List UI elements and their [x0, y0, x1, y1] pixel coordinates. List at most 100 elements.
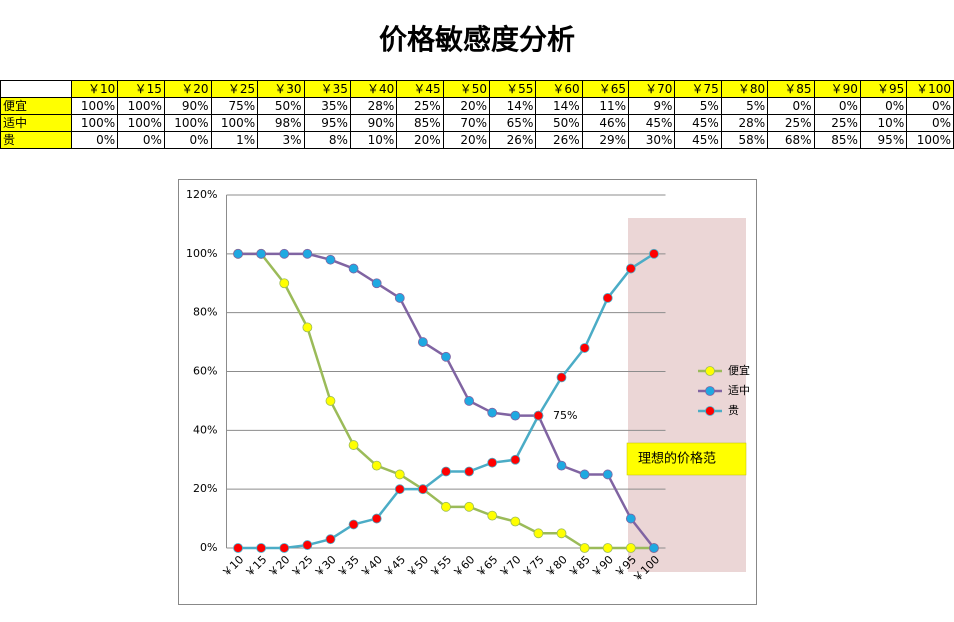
y-tick-label: 60% — [193, 365, 217, 378]
cell: 30% — [628, 131, 676, 149]
table-row: 贵 0% 0% 0% 1% 3% 8% 10% 20% 20% 26% 26% 29% 30% 45% 58%… — [0, 131, 954, 149]
cell: 70% — [442, 114, 490, 132]
data-point — [279, 248, 290, 259]
data-point — [348, 263, 359, 274]
cell: 68% — [767, 131, 815, 149]
annotation-box — [626, 442, 747, 476]
data-point — [256, 248, 267, 259]
data-point — [533, 410, 544, 421]
header-cell: ￥40 — [349, 80, 398, 98]
header-cell: ￥25 — [210, 80, 259, 98]
annotation: 75% — [553, 409, 577, 422]
data-point — [371, 278, 382, 289]
cell: 25% — [813, 114, 861, 132]
data-point — [579, 343, 590, 353]
cell: 50% — [257, 97, 305, 115]
cell: 85% — [813, 131, 861, 149]
data-point — [602, 543, 613, 553]
header-cell: ￥55 — [488, 80, 537, 98]
ideal-range-shade — [628, 218, 746, 572]
legend-marker — [705, 366, 715, 376]
header-cell: ￥65 — [581, 80, 630, 98]
data-point — [464, 466, 475, 477]
data-point — [417, 484, 428, 495]
header-cell: ￥80 — [720, 80, 769, 98]
cell: 28% — [720, 114, 769, 132]
data-point — [487, 457, 498, 468]
data-point — [649, 543, 659, 553]
header-cell: ￥60 — [535, 80, 583, 98]
cell: 26% — [535, 131, 583, 149]
data-point — [348, 519, 359, 530]
cell: 11% — [581, 97, 630, 115]
data-point — [302, 322, 313, 333]
cell: 29% — [581, 131, 630, 149]
data-point — [510, 454, 521, 465]
cell: 100% — [906, 131, 954, 149]
cell: 65% — [488, 114, 537, 132]
y-tick-label: 100% — [186, 247, 217, 260]
cell: 20% — [442, 131, 490, 149]
row-label: 便宜 — [0, 97, 72, 115]
data-point — [371, 460, 382, 471]
data-point — [394, 484, 405, 495]
data-point — [233, 248, 243, 259]
y-tick-label: 120% — [186, 188, 217, 201]
cell: 8% — [303, 131, 351, 149]
data-point — [649, 248, 659, 259]
data-point — [279, 543, 290, 553]
header-cell: ￥20 — [163, 80, 212, 98]
data-point — [556, 460, 567, 471]
data-table: ￥10 ￥15 ￥20 ￥25 ￥30 ￥35 ￥40 ￥45 ￥50 ￥55 ￥60 ￥65 ￥70 ￥… — [0, 80, 954, 149]
annotation: 理想的价格范 — [638, 451, 716, 467]
cell: 58% — [720, 131, 769, 149]
cell: 5% — [674, 97, 722, 115]
cell: 10% — [859, 114, 908, 132]
cell: 0% — [767, 97, 815, 115]
data-point — [625, 543, 636, 553]
data-point — [325, 396, 336, 406]
header-cell: ￥75 — [674, 80, 722, 98]
data-point — [510, 516, 521, 527]
cell: 50% — [535, 114, 583, 132]
cell: 25% — [396, 97, 444, 115]
data-point — [302, 540, 313, 550]
cell: 0% — [70, 131, 119, 149]
legend-label: 便宜 — [728, 363, 750, 377]
cell: 35% — [303, 97, 351, 115]
header-cell: ￥35 — [303, 80, 351, 98]
row-label: 贵 — [0, 131, 72, 149]
header-cell: ￥50 — [442, 80, 490, 98]
cell: 95% — [859, 131, 908, 149]
data-point — [487, 510, 498, 521]
row-label: 适中 — [0, 114, 72, 132]
y-tick-label: 0% — [200, 541, 217, 554]
data-point — [464, 396, 475, 406]
header-cell: ￥90 — [813, 80, 861, 98]
cell: 100% — [70, 97, 119, 115]
data-point — [417, 337, 428, 347]
cell: 3% — [257, 131, 305, 149]
data-point — [579, 469, 590, 480]
data-point — [302, 248, 313, 259]
data-point — [371, 513, 382, 524]
data-point — [256, 543, 267, 553]
data-point — [533, 528, 544, 539]
data-point — [394, 469, 405, 480]
data-point — [602, 469, 613, 480]
cell: 95% — [303, 114, 351, 132]
legend-marker — [705, 406, 715, 416]
data-point — [441, 501, 451, 512]
data-point — [487, 407, 498, 418]
cell: 90% — [163, 97, 212, 115]
header-cell: ￥15 — [117, 80, 165, 98]
header-cell: ￥45 — [396, 80, 444, 98]
data-point — [556, 528, 567, 539]
data-point — [579, 543, 590, 553]
cell: 0% — [906, 97, 954, 115]
data-point — [233, 543, 243, 553]
data-point — [625, 263, 636, 274]
cell: 26% — [488, 131, 537, 149]
